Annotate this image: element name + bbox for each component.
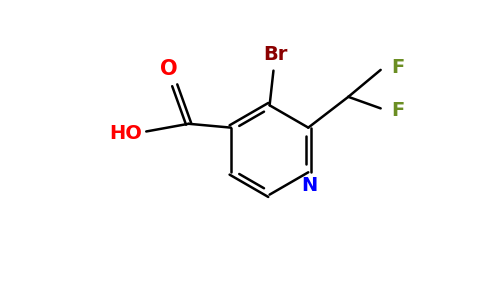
- Text: O: O: [160, 59, 177, 79]
- Text: N: N: [302, 176, 318, 195]
- Text: Br: Br: [264, 46, 288, 64]
- Text: HO: HO: [109, 124, 142, 143]
- Text: F: F: [392, 101, 405, 120]
- Text: F: F: [392, 58, 405, 77]
